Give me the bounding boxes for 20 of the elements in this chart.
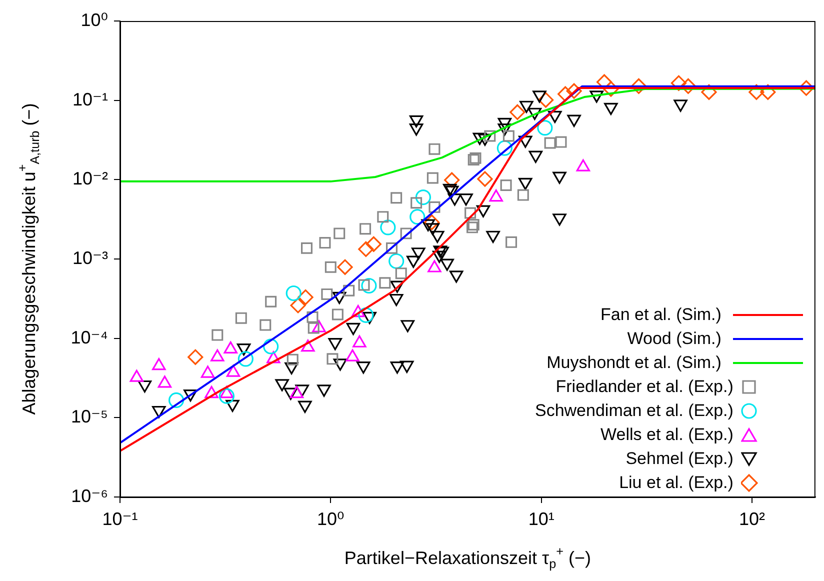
- legend-label: Friedlander et al. (Exp.): [556, 376, 734, 398]
- legend-label: Wood (Sim.): [627, 328, 722, 350]
- x-tick-label: 10⁰: [317, 508, 344, 529]
- y-tick-label: 10⁻²: [72, 168, 108, 189]
- y-tick-label: 10⁻⁵: [71, 406, 108, 427]
- legend-label: Fan et al. (Sim.): [600, 304, 722, 326]
- x-tick-label: 10²: [738, 508, 765, 529]
- legend-label: Sehmel (Exp.): [626, 448, 734, 470]
- legend-label: Schwendiman et al. (Exp.): [534, 400, 734, 422]
- y-tick-label: 10⁻¹: [72, 89, 108, 110]
- legend-label: Wells et al. (Exp.): [600, 424, 734, 446]
- x-tick-label: 10¹: [528, 508, 554, 529]
- legend-label: Muyshondt et al. (Sim.): [546, 352, 722, 374]
- y-tick-label: 10⁰: [80, 10, 108, 30]
- y-tick-label: 10⁻⁴: [70, 327, 108, 348]
- y-axis-title: Ablagerungsgeschwindigkeit u+A,turb (−): [16, 103, 42, 415]
- y-tick-label: 10⁻⁶: [71, 486, 108, 506]
- x-tick-label: 10⁻¹: [102, 508, 138, 529]
- legend-label: Liu et al. (Exp.): [619, 472, 734, 494]
- y-tick-label: 10⁻³: [72, 248, 108, 268]
